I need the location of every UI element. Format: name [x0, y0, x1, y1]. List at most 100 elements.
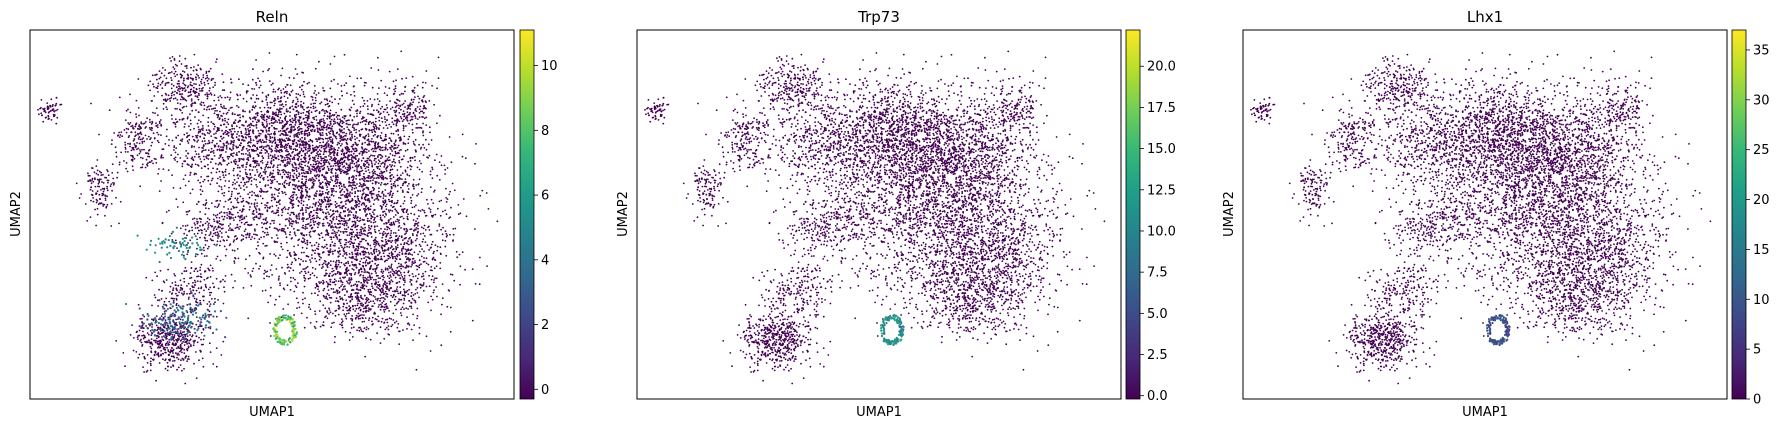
- scatter-point: [369, 257, 371, 260]
- scatter-point: [264, 206, 267, 209]
- scatter-point: [354, 141, 357, 144]
- scatter-point: [382, 289, 384, 292]
- scatter-point: [425, 285, 428, 288]
- scatter-point: [400, 50, 403, 53]
- scatter-point: [343, 250, 346, 253]
- scatter-point: [297, 105, 300, 107]
- scatter-point: [345, 139, 348, 142]
- scatter-point: [209, 105, 212, 107]
- scatter-point: [268, 130, 271, 132]
- scatter-point: [271, 149, 274, 152]
- scatter-point: [280, 146, 282, 149]
- scatter-point: [276, 121, 279, 123]
- scatter-point: [358, 231, 361, 234]
- scatter-point: [232, 141, 235, 144]
- scatter-point: [392, 123, 395, 126]
- scatter-point: [320, 165, 322, 168]
- scatter-point: [255, 178, 258, 181]
- scatter-point: [193, 155, 196, 158]
- scatter-point: [264, 172, 267, 175]
- scatter-point: [301, 218, 303, 221]
- scatter-point: [353, 115, 356, 118]
- scatter-point: [203, 255, 206, 257]
- scatter-point: [341, 116, 344, 119]
- scatter-point: [318, 199, 321, 201]
- scatter-point: [325, 184, 328, 187]
- scatter-point: [207, 125, 210, 127]
- scatter-point: [171, 139, 174, 142]
- scatter-point: [320, 118, 323, 121]
- scatter-point: [161, 94, 163, 97]
- scatter-point: [318, 234, 321, 237]
- scatter-point: [211, 150, 213, 153]
- scatter-point: [350, 176, 353, 179]
- scatter-point: [308, 113, 310, 115]
- scatter-point: [374, 238, 376, 241]
- scatter-point: [354, 221, 357, 224]
- scatter-point: [285, 92, 288, 95]
- scatter-point: [350, 93, 352, 96]
- scatter-point: [318, 112, 321, 115]
- scatter-point: [333, 78, 335, 81]
- scatter-point: [345, 262, 347, 265]
- scatter-point: [192, 158, 194, 161]
- scatter-point: [352, 223, 355, 226]
- scatter-point: [343, 191, 346, 193]
- scatter-point: [390, 132, 393, 135]
- scatter-point: [244, 168, 247, 171]
- scatter-point: [322, 246, 325, 249]
- scatter-point: [367, 180, 370, 183]
- scatter-point: [366, 139, 369, 142]
- scatter-point: [305, 255, 308, 257]
- scatter-point: [335, 132, 338, 135]
- scatter-point: [353, 129, 356, 132]
- scatter-point: [337, 263, 340, 266]
- scatter-point: [268, 117, 270, 119]
- scatter-point: [271, 274, 273, 276]
- scatter-point: [368, 155, 371, 158]
- scatter-point: [300, 154, 303, 157]
- scatter-point: [357, 246, 359, 248]
- scatter-point: [314, 106, 317, 109]
- scatter-point: [340, 244, 342, 247]
- scatter-point: [267, 155, 270, 158]
- scatter-point: [221, 192, 224, 195]
- scatter-point: [474, 228, 476, 230]
- scatter-point: [307, 255, 310, 258]
- scatter-point: [308, 155, 310, 158]
- scatter-point: [365, 256, 367, 258]
- scatter-point: [277, 96, 279, 98]
- scatter-point: [367, 135, 370, 138]
- scatter-point: [327, 282, 329, 285]
- scatter-point: [380, 182, 383, 184]
- scatter-point: [348, 119, 350, 122]
- scatter-point: [481, 189, 484, 192]
- scatter-point: [300, 106, 302, 108]
- scatter-point: [303, 276, 306, 279]
- scatter-point: [319, 186, 322, 189]
- scatter-point: [205, 199, 208, 202]
- scatter-point: [278, 119, 280, 121]
- scatter-point: [256, 153, 259, 156]
- scatter-point: [390, 186, 393, 189]
- scatter-point: [350, 150, 353, 153]
- scatter-point: [199, 181, 202, 184]
- scatter-point: [361, 193, 364, 196]
- scatter-point: [384, 228, 386, 231]
- scatter-point: [367, 198, 369, 200]
- scatter-point: [297, 111, 300, 114]
- scatter-point: [409, 156, 412, 159]
- scatter-point: [338, 187, 341, 190]
- scatter-point: [239, 187, 242, 190]
- scatter-point: [302, 302, 304, 305]
- scatter-point: [369, 288, 371, 291]
- scatter-point: [424, 82, 427, 84]
- scatter-point: [308, 216, 311, 219]
- scatter-point: [377, 193, 380, 196]
- scatter-point: [279, 173, 282, 176]
- scatter-point: [317, 243, 320, 246]
- scatter-point: [341, 219, 343, 222]
- scatter-point: [400, 158, 403, 161]
- scatter-point: [429, 170, 432, 173]
- scatter-point: [249, 163, 252, 166]
